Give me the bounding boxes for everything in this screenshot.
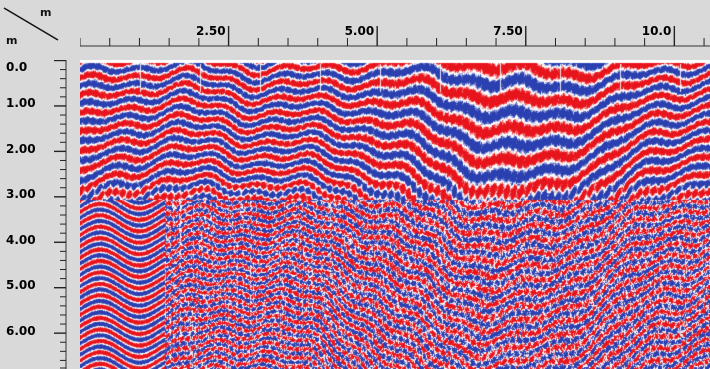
distance-tick-label: 2.50 bbox=[195, 24, 226, 38]
depth-tick-label: 1.00 bbox=[6, 96, 36, 111]
horizontal-unit-label: m bbox=[40, 6, 52, 19]
corner-diagonal bbox=[3, 7, 59, 41]
depth-ticks bbox=[54, 60, 67, 369]
depth-tick-label: 3.00 bbox=[6, 187, 36, 202]
depth-ruler: 0.0 1.00 2.00 3.00 4.00 5.00 6.00 bbox=[0, 60, 80, 369]
depth-tick-label: 4.00 bbox=[6, 232, 36, 247]
depth-tick-label: 2.00 bbox=[6, 141, 36, 156]
distance-tick-label: 7.50 bbox=[493, 24, 523, 38]
vertical-unit-label: m bbox=[6, 34, 18, 47]
distance-ticks bbox=[80, 26, 710, 47]
depth-tick-label: 0.0 bbox=[6, 60, 28, 74]
distance-tick-label: 10.0 bbox=[641, 24, 672, 38]
depth-tick-label: 5.00 bbox=[6, 278, 36, 293]
distance-ruler: 2.50 5.00 7.50 10.0 bbox=[80, 0, 710, 60]
depth-tick-label: 6.00 bbox=[6, 323, 36, 338]
radargram-profile bbox=[80, 60, 710, 369]
axis-corner: m m bbox=[0, 0, 80, 60]
distance-tick-label: 5.00 bbox=[344, 24, 375, 38]
